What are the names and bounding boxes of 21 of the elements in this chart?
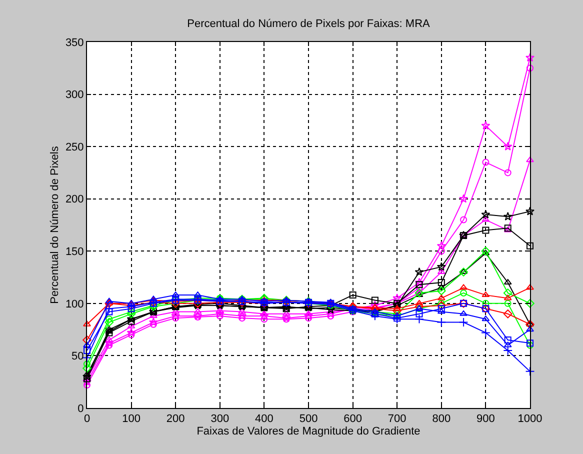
- x-axis-title: Faixas de Valores de Magnitude do Gradiente: [196, 425, 420, 438]
- x-tick-label: 400: [255, 413, 274, 426]
- y-tick-label: 100: [65, 298, 84, 310]
- y-tick-label: 50: [72, 350, 84, 363]
- y-tick-label: 300: [65, 89, 84, 102]
- y-tick-label: 150: [65, 246, 84, 258]
- y-tick-label: 200: [65, 194, 84, 206]
- y-tick-label: 350: [65, 36, 84, 49]
- x-tick-label: 300: [210, 413, 230, 426]
- x-tick-label: 1000: [518, 413, 542, 426]
- y-axis-title: Percentual do Número de Pixels: [49, 146, 62, 304]
- x-tick-label: 600: [344, 413, 362, 426]
- y-tick-label: 250: [65, 141, 84, 154]
- x-tick-label: 200: [166, 413, 185, 426]
- x-tick-label: 700: [388, 413, 406, 426]
- y-tick-label: 0: [78, 402, 84, 415]
- x-tick-label: 800: [432, 413, 451, 426]
- x-tick-label: 900: [476, 413, 495, 426]
- x-tick-label: 500: [299, 413, 318, 426]
- x-tick-label: 100: [122, 413, 140, 426]
- chart-title: Percentual do Número de Pixels por Faixas: MRA: [187, 18, 431, 30]
